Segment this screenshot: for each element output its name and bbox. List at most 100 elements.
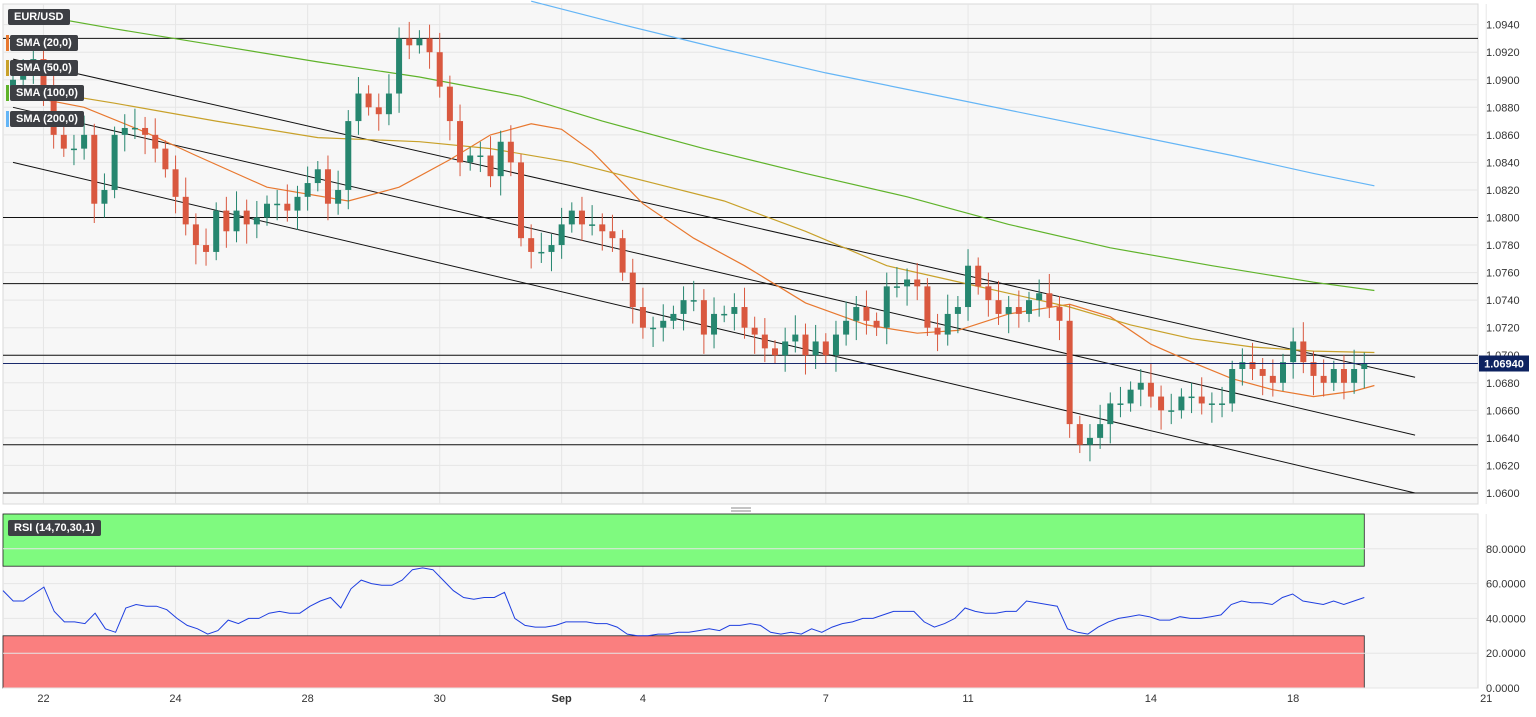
x-tick-label: Sep	[552, 693, 572, 705]
candle-body	[843, 320, 850, 335]
candle-body	[477, 155, 484, 158]
candle-body	[162, 148, 169, 170]
price-y-tick-label: 1.0640	[1486, 433, 1520, 445]
candle-body	[1310, 362, 1317, 376]
x-tick-label: 4	[640, 693, 646, 705]
price-y-tick-label: 1.0920	[1486, 47, 1520, 59]
candle-body	[20, 72, 27, 80]
candle-body	[792, 334, 799, 342]
candle-body	[172, 169, 179, 197]
candle-body	[1137, 382, 1144, 390]
candle-body	[751, 327, 758, 335]
candle-body	[1147, 382, 1154, 397]
rsi-y-tick-label: 60.0000	[1486, 579, 1526, 591]
rsi-oversold-zone	[2, 635, 1365, 689]
rsi-y-tick-label: 80.0000	[1486, 544, 1526, 556]
sma-200-label[interactable]: SMA (200,0)	[6, 111, 84, 127]
candle-body	[893, 286, 900, 288]
candle-body	[324, 169, 331, 204]
candle-body	[223, 210, 230, 232]
candle-body	[619, 238, 626, 273]
rsi-label-text: RSI (14,70,30,1)	[14, 522, 95, 534]
candle-body	[294, 196, 301, 211]
candle-body	[934, 327, 941, 335]
sma-line-0	[12, 92, 1375, 398]
sma-50-label[interactable]: SMA (50,0)	[6, 60, 78, 76]
candle-body	[314, 169, 321, 184]
candle-body	[284, 203, 291, 211]
x-tick-label: 11	[962, 693, 973, 705]
x-tick-label: 7	[823, 693, 829, 705]
candle-body	[670, 313, 677, 321]
candle-body	[975, 265, 982, 287]
price-y-tick-label: 1.0840	[1486, 157, 1520, 169]
candle-body	[1178, 396, 1185, 411]
candle-body	[81, 134, 88, 149]
instrument-label[interactable]: EUR/USD	[8, 9, 70, 25]
candle-body	[50, 86, 57, 135]
candle-body	[1107, 403, 1114, 425]
candle-body	[60, 134, 67, 149]
candle-body	[467, 155, 474, 163]
price-y-tick-label: 1.0860	[1486, 130, 1520, 142]
candle-body	[965, 265, 972, 308]
candle-body	[802, 334, 809, 356]
candle-body	[1188, 396, 1195, 399]
candle-body	[772, 348, 778, 356]
candle-body	[1229, 369, 1236, 404]
candle-body	[883, 286, 890, 328]
candle-body	[1259, 369, 1266, 376]
sma-20-label[interactable]: SMA (20,0)	[6, 35, 78, 51]
candle-body	[924, 286, 931, 328]
candle-body	[863, 307, 870, 321]
candle-body	[10, 79, 16, 87]
candle-body	[721, 313, 728, 316]
candle-body	[629, 272, 636, 308]
trendline	[12, 58, 1416, 378]
candle-body	[599, 224, 606, 232]
candle-body	[609, 231, 616, 239]
candle-body	[1066, 320, 1073, 425]
candle-body	[578, 210, 585, 225]
rsi-label[interactable]: RSI (14,70,30,1)	[8, 520, 101, 536]
sma-100-label[interactable]: SMA (100,0)	[6, 85, 84, 101]
rsi-line	[2, 567, 1365, 637]
sma-200-swatch	[6, 111, 9, 127]
candle-body	[853, 307, 860, 321]
candle-body	[406, 38, 413, 46]
candle-body	[1168, 410, 1175, 412]
candle-body	[355, 93, 362, 122]
candle-body	[1086, 437, 1093, 445]
x-tick-label: 28	[302, 693, 314, 705]
candle-body	[446, 86, 453, 122]
price-y-tick-label: 1.0880	[1486, 102, 1520, 114]
price-y-tick-label: 1.0940	[1486, 20, 1520, 32]
sma-line-1	[12, 86, 1375, 354]
current-price-label: 1.06940	[1484, 359, 1524, 371]
current-price-tag	[1479, 355, 1529, 372]
candle-body	[1036, 293, 1043, 301]
candle-body	[70, 148, 77, 151]
candle-body	[253, 217, 260, 225]
price-panel-bg	[2, 3, 1479, 505]
candle-body	[761, 334, 768, 349]
candle-body	[1361, 363, 1368, 370]
candle-body	[507, 141, 514, 163]
price-y-tick-label: 1.0760	[1486, 268, 1520, 280]
candle-body	[385, 93, 392, 115]
candle-body	[1127, 389, 1134, 404]
candle-body	[1015, 307, 1022, 314]
candle-body	[985, 286, 992, 301]
candle-body	[518, 162, 524, 239]
candle-body	[1056, 307, 1063, 321]
candle-body	[680, 300, 687, 314]
candle-body	[497, 141, 504, 177]
candle-body	[1300, 341, 1307, 363]
candle-body	[335, 189, 342, 204]
sma-200-label-text: SMA (200,0)	[16, 113, 78, 125]
sma-20-swatch	[6, 35, 9, 51]
sma-line-2	[12, 10, 1375, 292]
rsi-overbought-zone	[2, 513, 1365, 567]
